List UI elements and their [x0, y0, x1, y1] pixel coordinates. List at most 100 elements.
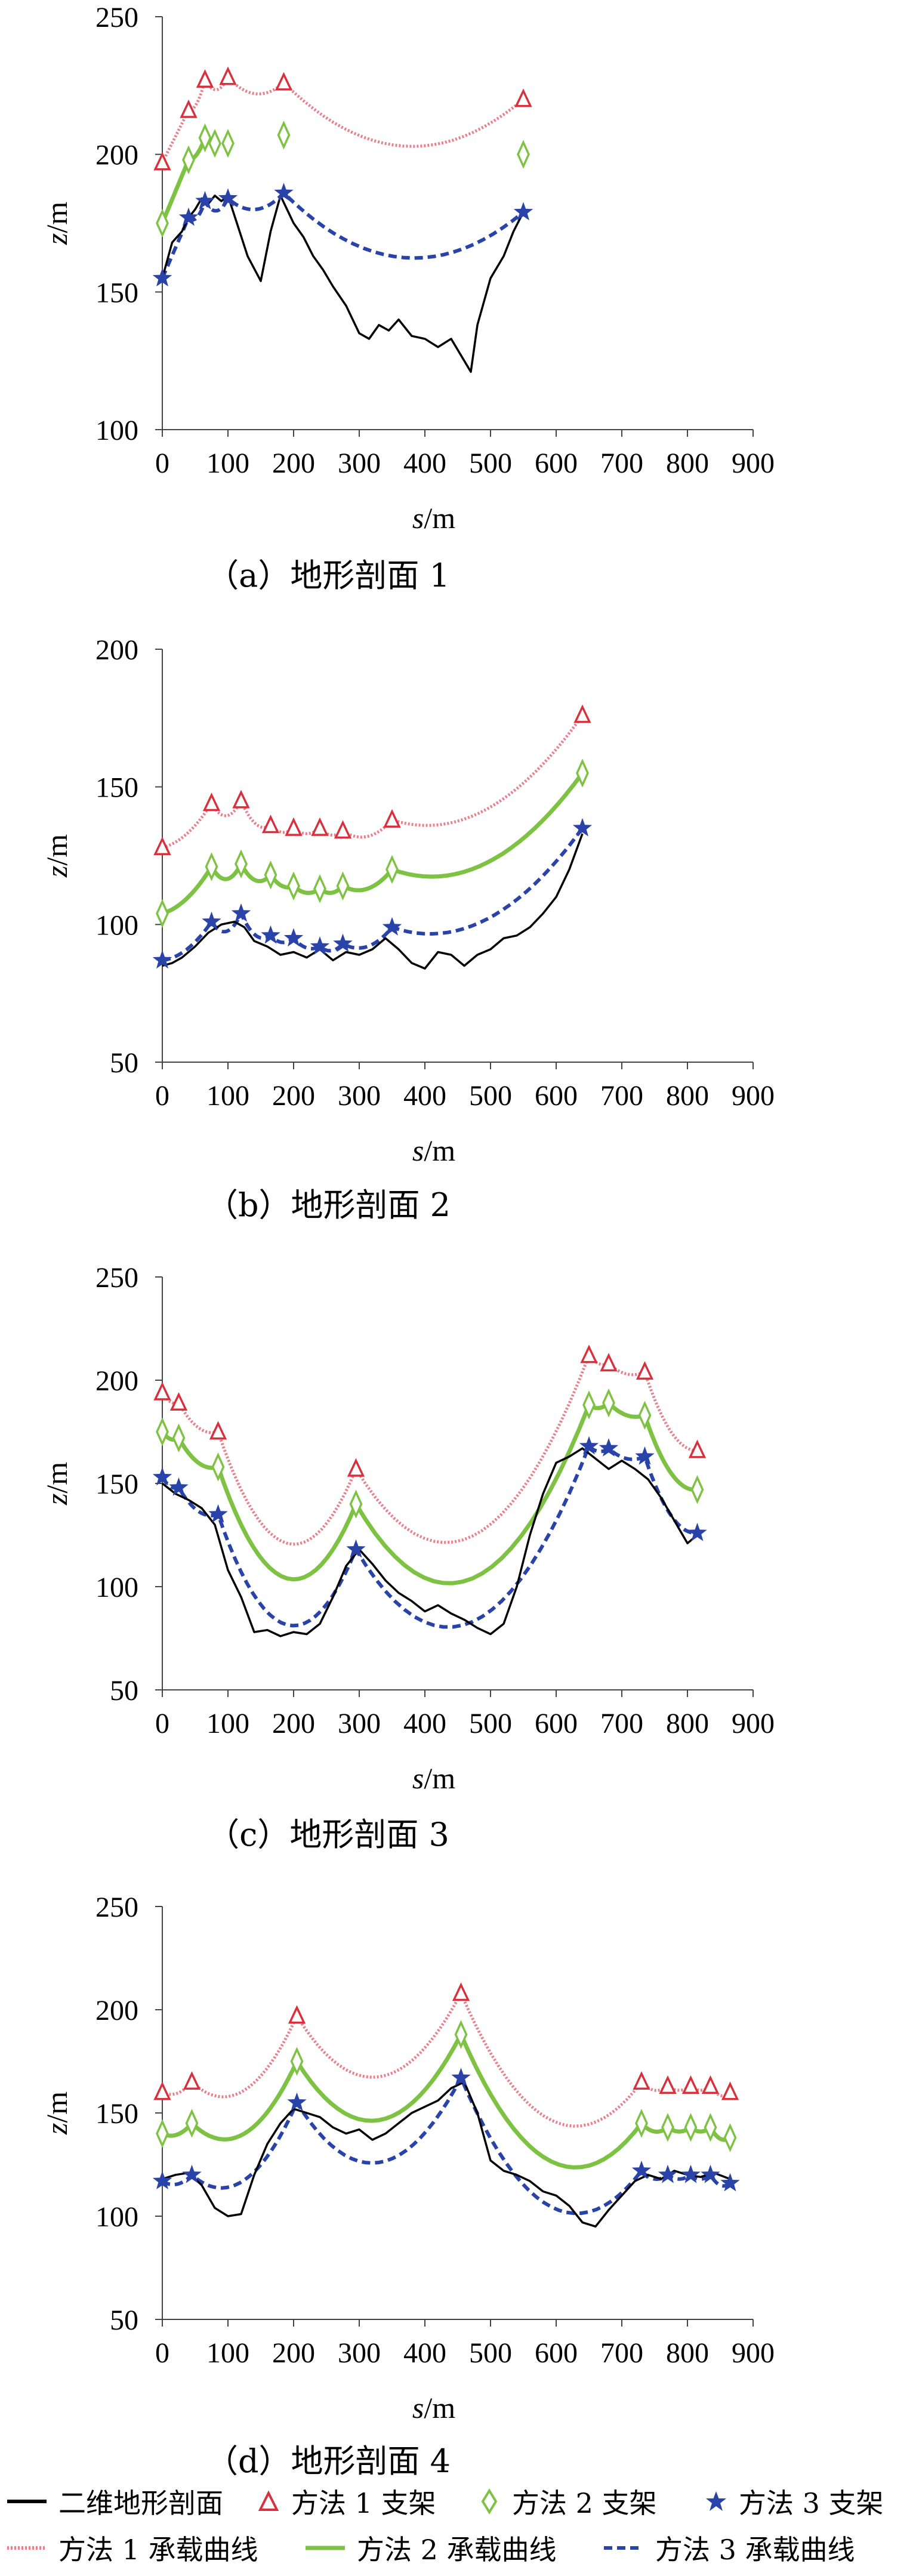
chart-panel-4: 50 100 150 200 250 0 100 200 300 400 500 600 700 800 9…: [40, 1892, 775, 2424]
x-tick-label: 600: [535, 448, 578, 479]
method3-support-marker: [382, 917, 402, 936]
method3-support-marker: [513, 202, 533, 221]
y-tick-label: 200: [95, 1365, 138, 1397]
x-axis-label-unit: /m: [424, 2391, 455, 2424]
x-axis-label: s/m: [412, 1134, 455, 1167]
method3-curve: [161, 191, 525, 279]
method1-support-marker: [209, 1421, 227, 1440]
x-tick-label: 600: [535, 1708, 578, 1739]
x-axis-label-unit: /m: [424, 501, 455, 535]
x-tick-label: 0: [155, 1080, 169, 1112]
method1-support-marker: [688, 1439, 707, 1458]
x-tick-label: 400: [403, 2337, 446, 2369]
method2-support-marker: [582, 1390, 596, 1420]
method2-support-marker: [205, 852, 218, 881]
x-tick-label: 100: [206, 448, 249, 479]
method3-support-marker: [333, 933, 353, 952]
y-axis-label-symbol: z: [40, 1494, 73, 1506]
method1-support-marker: [701, 2075, 720, 2094]
y-tick-label: 50: [110, 2304, 138, 2336]
legend-m3-curve-label: 方法 3 承载曲线: [655, 2534, 855, 2566]
legend-m3-curve: 方法 3 承载曲线: [603, 2528, 901, 2568]
x-axis-label-unit: /m: [424, 1134, 455, 1167]
method3-support-marker: [287, 2092, 307, 2111]
method1-support-marker: [285, 817, 303, 836]
y-axis-label-symbol: z: [40, 233, 73, 245]
legend-m2-support-label: 方法 2 支架: [512, 2487, 657, 2519]
x-axis-label-symbol: s: [412, 501, 424, 535]
method1-support-marker: [311, 817, 329, 836]
method1-curve: [161, 1354, 698, 1546]
terrain-profile: [162, 833, 584, 970]
x-tick-label: 500: [469, 1708, 512, 1739]
terrain-profile: [161, 195, 525, 373]
y-axis-label-unit: /m: [40, 2091, 73, 2123]
method3-support-marker: [687, 1523, 707, 1541]
x-tick-label: 700: [600, 2337, 643, 2369]
legend-m1-support-label: 方法 1 支架: [291, 2487, 436, 2519]
method3-support-marker: [346, 1539, 366, 1558]
x-tick-label: 400: [403, 1708, 446, 1739]
legend-m2-support: 方法 2 支架: [477, 2482, 704, 2521]
diamond-marker-icon: [481, 2488, 498, 2515]
x-tick-label: 400: [403, 1080, 446, 1112]
method3-support-marker: [658, 2164, 678, 2183]
method2-curve: [161, 1400, 698, 1585]
y-axis-label-unit: /m: [40, 1462, 73, 1494]
method3-support-marker: [283, 928, 304, 947]
x-axis-label-symbol: s: [412, 1134, 424, 1167]
method3-support-marker: [310, 936, 330, 955]
method1-support-marker: [196, 69, 214, 88]
y-axis-label-symbol: z: [40, 866, 73, 878]
method1-support-marker: [180, 99, 198, 118]
method2-support-marker: [684, 2112, 698, 2142]
method3-support-marker: [195, 191, 215, 209]
method2-support-marker: [182, 145, 195, 175]
x-tick-label: 700: [600, 448, 643, 479]
method1-support-marker: [288, 2005, 306, 2024]
method3-support-marker: [218, 188, 238, 207]
method3-support-marker: [152, 2171, 172, 2189]
x-tick-label: 300: [338, 448, 381, 479]
y-tick-label: 100: [95, 2201, 138, 2233]
method2-support-marker: [156, 899, 169, 928]
x-tick-label: 800: [666, 1080, 709, 1112]
x-tick-label: 200: [272, 1080, 315, 1112]
method2-support-marker: [156, 208, 169, 238]
method3-support-marker: [274, 183, 294, 201]
method1-support-marker: [219, 66, 237, 85]
chart-panel-2: 50 100 150 200 0 100 200 300 400 500 600 700 800 900 s…: [40, 634, 775, 1167]
method1-support-marker: [721, 2081, 739, 2100]
method2-support-marker: [235, 849, 248, 879]
x-axis-label: s/m: [412, 2391, 455, 2424]
x-tick-label: 800: [666, 448, 709, 479]
method3-support-marker: [261, 925, 280, 944]
method2-support-marker: [156, 2119, 169, 2148]
method2-support-marker: [690, 1475, 704, 1504]
y-tick-label: 50: [110, 1047, 138, 1079]
caption-b: （b）地形剖面 2: [205, 1186, 451, 1224]
method1-support-marker: [383, 809, 401, 828]
y-tick-label: 250: [95, 1892, 138, 1923]
terrain-profile: [162, 2081, 731, 2228]
method1-support-marker: [347, 1458, 365, 1477]
star-marker-icon: [706, 2491, 726, 2511]
x-tick-label: 100: [206, 2337, 249, 2369]
x-axis-label: s/m: [412, 501, 455, 535]
x-tick-label: 700: [600, 1080, 643, 1112]
legend-terrain-label: 二维地形剖面: [58, 2487, 223, 2519]
y-axis-label: z/m: [40, 1462, 73, 1506]
method3-support-marker: [681, 2164, 701, 2183]
method3-support-marker: [579, 1436, 599, 1455]
method3-support-marker: [631, 2160, 652, 2179]
method3-support-marker: [572, 817, 593, 837]
method2-support-marker: [336, 871, 350, 901]
method3-support-marker: [152, 950, 172, 969]
method3-curve: [162, 827, 584, 962]
method3-support-marker: [152, 1467, 172, 1486]
method1-support-marker: [153, 2081, 171, 2100]
method2-support-marker: [638, 1400, 652, 1430]
x-tick-label: 700: [600, 1708, 643, 1739]
x-axis-label-symbol: s: [412, 1761, 424, 1795]
